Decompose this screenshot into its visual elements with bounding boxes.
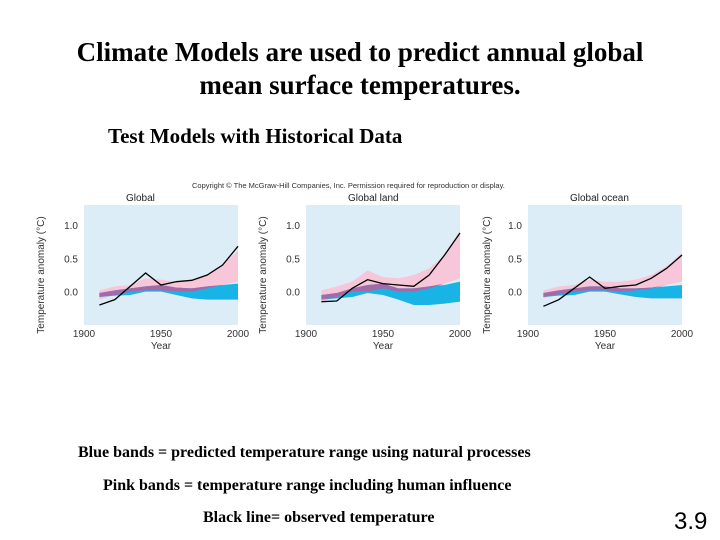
legend-blue-bands: Blue bands = predicted temperature range… (78, 444, 531, 461)
legend-pink-bands: Pink bands = temperature range including… (103, 477, 512, 494)
y-tick-label: 0.0 (64, 288, 78, 299)
human-influence-band (543, 253, 682, 299)
y-axis-label: Temperature anomaly (°C) (482, 216, 493, 333)
observed-temperature-line (543, 254, 683, 307)
x-tick-label: 2000 (227, 329, 250, 340)
x-tick-label: 1950 (594, 329, 617, 340)
slide-number: 3.9 (674, 508, 708, 535)
chart-panel-2: Global land 1.0 0.5 0.0 1900 1950 2000 Year Temp… (258, 193, 472, 352)
y-tick-label: 1.0 (508, 221, 522, 232)
x-tick-label: 1900 (73, 329, 96, 340)
plot-background (84, 205, 238, 325)
x-axis-label: Year (373, 341, 394, 352)
chart-title: Global land (348, 193, 399, 204)
chart-title: Global (126, 193, 155, 204)
slide-title-line-1: Climate Models are used to predict annua… (76, 37, 644, 67)
x-tick-label: 1950 (372, 329, 395, 340)
y-tick-label: 0.5 (286, 254, 300, 265)
x-tick-label: 2000 (671, 329, 694, 340)
y-tick-label: 0.0 (508, 288, 522, 299)
copyright-notice: Copyright © The McGraw-Hill Companies, I… (192, 181, 505, 190)
x-axis-label: Year (595, 341, 616, 352)
legend-black-line: Black line= observed temperature (203, 509, 435, 526)
human-influence-band (321, 230, 460, 302)
chart-panel-1: Global 1.0 0.5 0.0 1900 1950 2000 Year Temperatu… (36, 193, 250, 352)
y-axis-label: Temperature anomaly (°C) (36, 216, 47, 333)
x-axis-label: Year (151, 341, 172, 352)
band-overlap (99, 281, 239, 297)
observed-temperature-line (321, 232, 461, 303)
chart-title: Global ocean (570, 193, 629, 204)
x-tick-label: 1950 (150, 329, 173, 340)
y-tick-label: 0.5 (508, 254, 522, 265)
chart-panel-3: Global ocean 1.0 0.5 0.0 1900 1950 2000 Year Tem… (482, 193, 694, 352)
x-tick-label: 2000 (449, 329, 472, 340)
band-overlap (543, 281, 682, 297)
slide-subtitle: Test Models with Historical Data (108, 124, 403, 148)
y-tick-label: 1.0 (286, 221, 300, 232)
band-overlap (321, 278, 460, 300)
observed-temperature-line (99, 245, 239, 306)
y-tick-label: 0.0 (286, 288, 300, 299)
y-tick-label: 1.0 (64, 221, 78, 232)
x-tick-label: 1900 (517, 329, 540, 340)
slide-title-line-2: mean surface temperatures. (199, 70, 521, 100)
slide-title: Climate Models are used to predict annua… (0, 36, 720, 102)
y-axis-label: Temperature anomaly (°C) (258, 216, 269, 333)
plot-background (528, 205, 682, 325)
x-tick-label: 1900 (295, 329, 318, 340)
y-tick-label: 0.5 (64, 254, 78, 265)
